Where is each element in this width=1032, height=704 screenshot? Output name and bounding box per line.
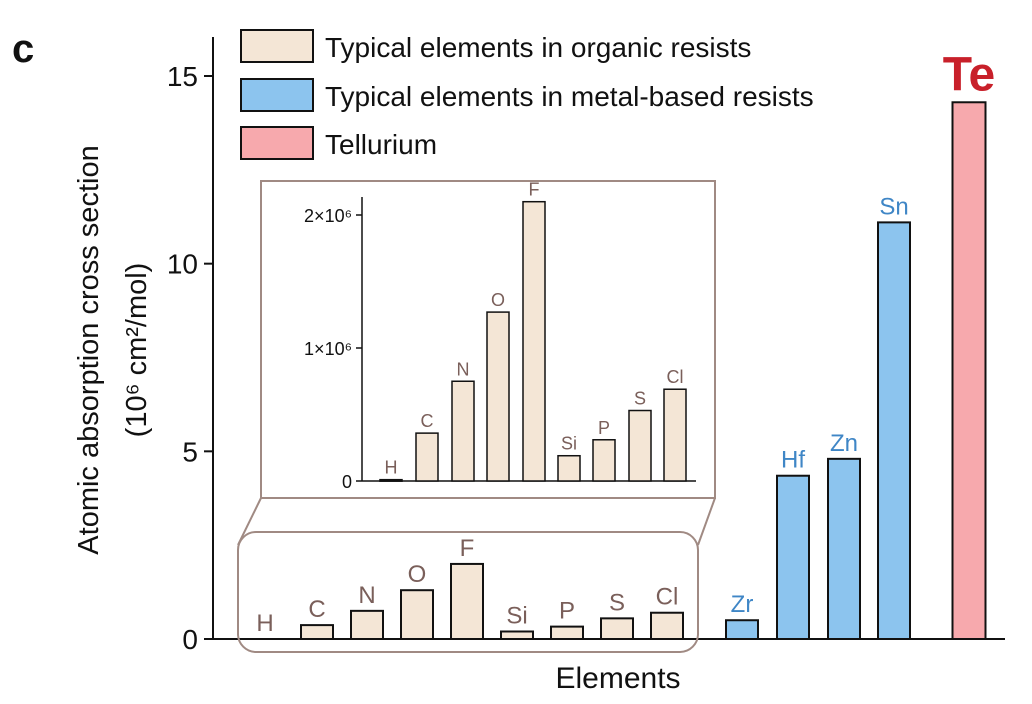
bar-label-f: F	[460, 535, 475, 562]
bar-label-zr: Zr	[731, 591, 754, 618]
inset-y-tick-label: 2×10⁶	[304, 206, 352, 226]
legend-swatch-metal	[240, 78, 314, 112]
zoom-region-box	[237, 531, 699, 653]
legend: Typical elements in organic resists Typic…	[240, 29, 814, 160]
inset-y-tick-label: 0	[342, 472, 352, 492]
inset-bar-label-f: F	[529, 180, 540, 200]
main-axes: 0 5 10 15	[167, 37, 1005, 655]
bar-label-hf: Hf	[781, 447, 805, 474]
x-axis-title: Elements	[555, 662, 680, 695]
inset-bar-o	[486, 311, 510, 482]
bar-p	[550, 625, 584, 641]
inset-bar-p	[592, 439, 616, 482]
bar-hf	[776, 474, 810, 641]
inset-bar-si	[557, 454, 581, 482]
inset-bar-cl	[663, 388, 687, 482]
y-tick-label: 10	[167, 249, 198, 280]
y-axis-title-line1: Atomic absorption cross section	[73, 145, 105, 554]
bar-zn	[827, 457, 861, 640]
zoom-callout	[237, 497, 716, 653]
bar-label-s: S	[609, 589, 625, 616]
bar-s	[600, 617, 634, 641]
legend-label-tellurium: Tellurium	[325, 129, 437, 160]
legend-swatch-organic	[240, 29, 314, 63]
zoom-connector-left	[237, 497, 262, 546]
inset-bar-n	[451, 380, 475, 482]
inset-bar-label-h: H	[385, 458, 398, 478]
y-axis-title-line2: (10⁶ cm²/mol)	[121, 263, 153, 438]
inset-bar-h	[379, 478, 403, 482]
bar-n	[350, 609, 384, 640]
bar-te	[951, 101, 987, 641]
legend-label-metal: Typical elements in metal-based resists	[325, 81, 814, 112]
y-tick-label: 0	[182, 624, 198, 655]
bar-label-n: N	[358, 582, 375, 609]
bar-label-te: Te	[943, 48, 995, 101]
bar-cl	[650, 611, 684, 641]
inset-bar-label-cl: Cl	[667, 367, 684, 387]
legend-swatch-tellurium	[240, 126, 314, 160]
inset-bar-label-si: Si	[561, 434, 577, 454]
inset-bar-label-c: C	[421, 411, 434, 431]
inset-bar-label-s: S	[634, 389, 646, 409]
bar-zr	[725, 619, 759, 641]
panel-label: c	[12, 27, 34, 71]
zoom-connector-right	[697, 497, 716, 546]
bar-label-sn: Sn	[879, 193, 908, 220]
bar-f	[450, 562, 484, 641]
inset-bar-s	[628, 409, 652, 482]
bar-label-c: C	[308, 596, 325, 623]
bar-label-h: H	[256, 610, 273, 637]
y-tick-label: 15	[167, 61, 198, 92]
bar-sn	[877, 221, 911, 640]
inset-bar-c	[415, 432, 439, 482]
inset-y-tick-label: 1×10⁶	[304, 339, 352, 359]
y-tick-label: 5	[182, 436, 198, 467]
bar-label-si: Si	[506, 602, 527, 629]
inset-bar-label-o: O	[491, 290, 505, 310]
inset-bar-f	[522, 200, 546, 482]
bar-c	[300, 624, 334, 641]
bar-label-o: O	[408, 561, 427, 588]
bar-si	[500, 630, 534, 641]
bar-label-p: P	[559, 598, 575, 625]
bar-o	[400, 589, 434, 640]
bar-label-zn: Zn	[830, 430, 858, 457]
inset-chart: 0 1×10⁶ 2×10⁶ H C N O F Si P S Cl	[260, 180, 716, 499]
inset-bar-label-n: N	[457, 359, 470, 379]
bar-label-cl: Cl	[656, 584, 679, 611]
main-bars: H C N O F Si P S Cl Zr Hf Zn Sn Te	[256, 48, 995, 641]
inset-bar-label-p: P	[598, 418, 610, 438]
legend-label-organic: Typical elements in organic resists	[325, 32, 751, 63]
